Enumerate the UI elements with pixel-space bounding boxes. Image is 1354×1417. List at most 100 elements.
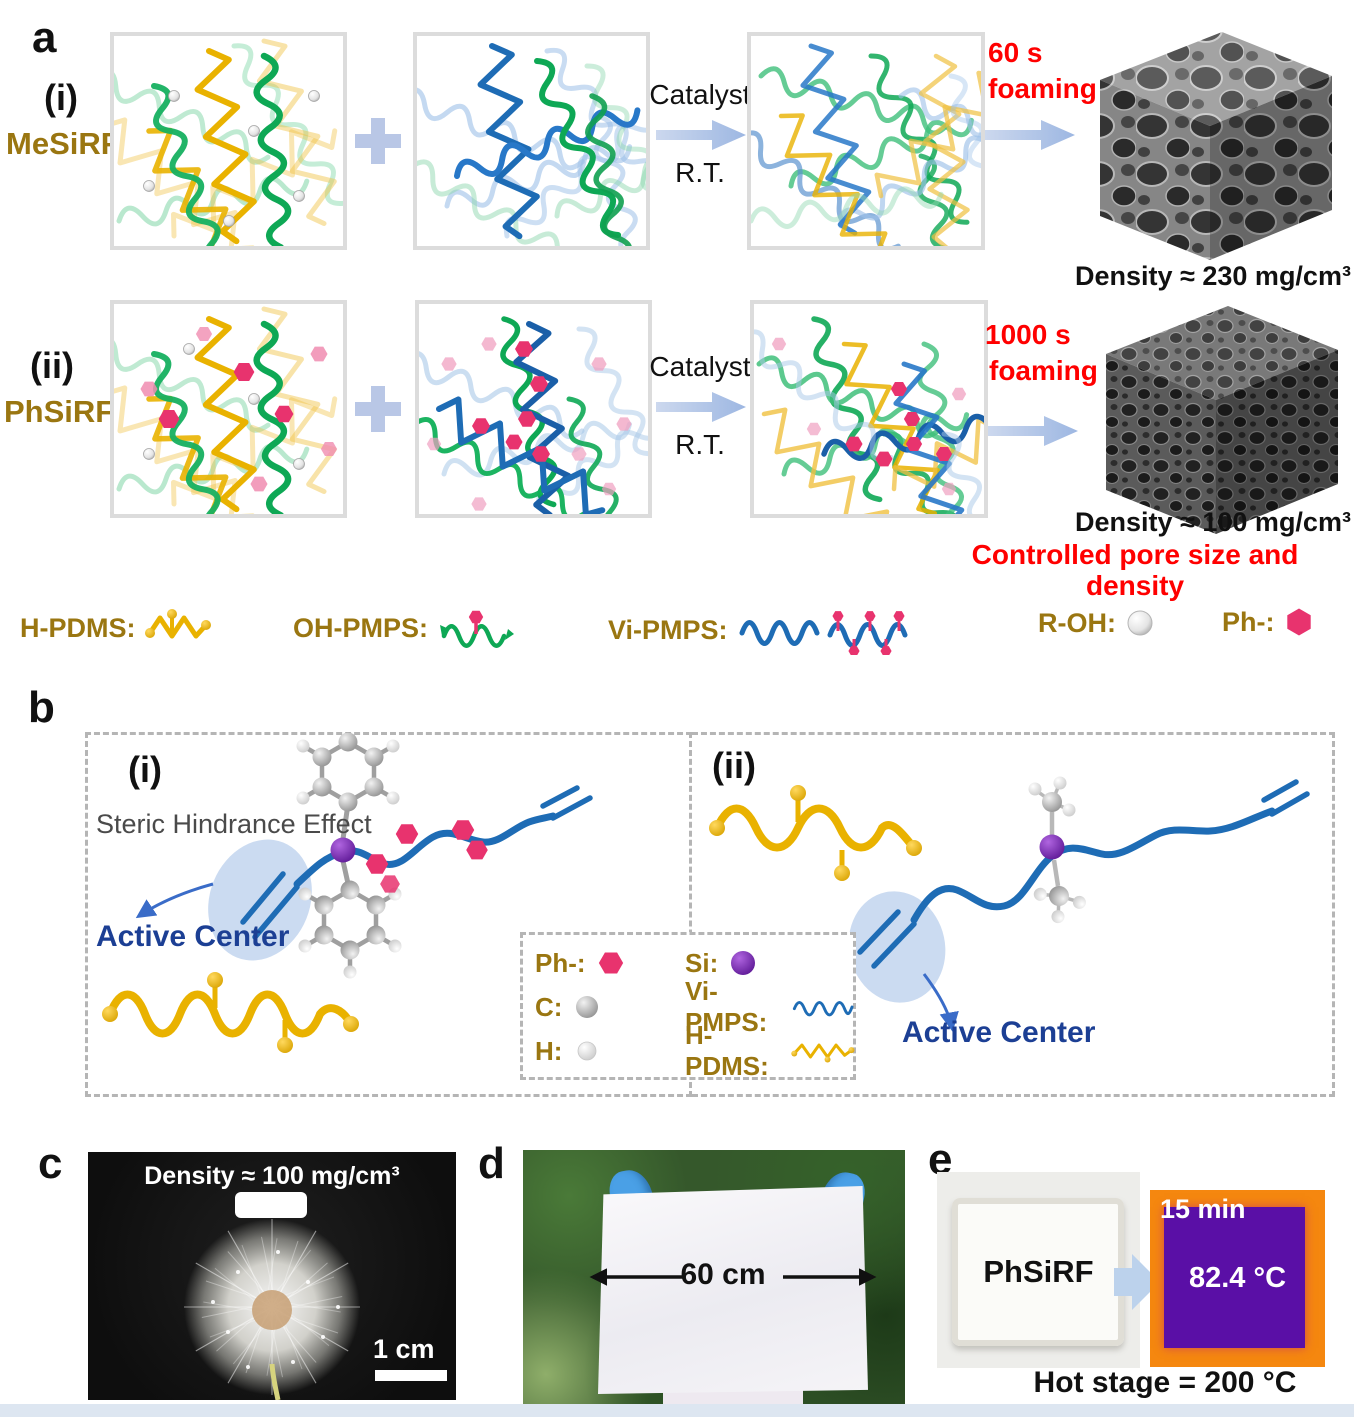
legend-oh-pmps-label: OH-PMPS: bbox=[293, 612, 428, 643]
yellow-zigzag-icon bbox=[791, 1043, 855, 1063]
transform-arrow bbox=[1114, 1254, 1160, 1310]
panel-c-density-label: Density ≈ 100 mg/cm³ bbox=[144, 1162, 400, 1190]
dandelion-graphic bbox=[180, 1215, 364, 1400]
polymer-mixture-i-1 bbox=[114, 36, 343, 246]
panel-b-i-index: (i) bbox=[128, 749, 162, 790]
sample-name-label: PhSiRF bbox=[983, 1254, 1094, 1289]
dandelion-stem bbox=[269, 1363, 281, 1400]
catalyst-label-ii: Catalyst bbox=[649, 351, 751, 382]
thermal-temperature-label: 82.4 °C bbox=[1188, 1262, 1287, 1294]
silicon-atom bbox=[330, 837, 356, 863]
gray-sphere-icon bbox=[576, 996, 599, 1018]
mixture-box-i-3 bbox=[747, 32, 985, 250]
active-center-highlight bbox=[848, 891, 946, 1003]
legend-vi-pmps: Vi-PMPS: bbox=[608, 605, 914, 655]
legend-h-pdms-cell: H-PDMS: bbox=[685, 1020, 855, 1081]
purple-sphere-icon bbox=[731, 951, 756, 975]
legend-c-cell: C: bbox=[535, 985, 685, 1029]
width-arrow bbox=[589, 1268, 877, 1286]
foaming-time-ii: 1000 s bbox=[985, 319, 1071, 350]
phenyl-ring-bottom bbox=[299, 881, 402, 979]
controlled-pore-note: Controlled pore size and density bbox=[971, 539, 1299, 601]
panel-b-label: b bbox=[28, 683, 55, 732]
panel-b-sub-i-box bbox=[85, 732, 692, 1097]
thermal-image: 15 min 82.4 °C bbox=[1150, 1190, 1325, 1367]
panel-b-legend-box: Ph-: Si: C: Vi-PMPS: H: H-PDMS: bbox=[520, 932, 856, 1081]
legend-r-oh-label: R-OH: bbox=[1038, 607, 1116, 638]
active-center-label-ii: Active Center bbox=[902, 1016, 1096, 1049]
polymer-network-ii bbox=[754, 304, 984, 514]
vi-pmps-chain bbox=[910, 807, 1276, 924]
legend-ph-label: Ph-: bbox=[1222, 606, 1275, 637]
legend-ph-cell: Ph-: bbox=[535, 941, 685, 985]
row-i-index: (i) bbox=[44, 77, 78, 118]
steric-hindrance-label: Steric Hindrance Effect bbox=[96, 809, 372, 839]
foam-block bbox=[952, 1198, 1124, 1346]
legend-si-label: Si: bbox=[685, 947, 719, 978]
white-sphere-icon bbox=[578, 1041, 597, 1061]
thermal-foam-region bbox=[1164, 1207, 1305, 1348]
polymer-mixture-i-2 bbox=[417, 36, 646, 246]
legend-h-pdms-label: H-PDMS: bbox=[685, 1020, 769, 1081]
mixture-box-i-2 bbox=[413, 32, 650, 250]
legend-h-label: H: bbox=[535, 1035, 563, 1066]
reaction-arrow-i bbox=[656, 120, 746, 150]
h-pdms-chain bbox=[709, 785, 922, 881]
pink-hexagon-icon bbox=[1287, 608, 1312, 636]
pink-hexagon-icon bbox=[598, 952, 623, 974]
foaming-arrow-ii bbox=[988, 416, 1078, 446]
panel-d-label: d bbox=[478, 1139, 505, 1188]
width-label: 60 cm bbox=[680, 1258, 766, 1291]
polymer-mixture-ii-2 bbox=[419, 304, 648, 514]
steric-hindrance-graphic bbox=[102, 732, 593, 1053]
green-wave-chain-icon bbox=[440, 610, 514, 648]
thermal-time-label: 15 min bbox=[1160, 1194, 1246, 1224]
legend-h-pdms-label: H-PDMS: bbox=[20, 612, 136, 643]
polymer-network-i bbox=[751, 36, 981, 246]
active-center-label-i: Active Center bbox=[96, 920, 290, 953]
condition-label-ii: R.T. bbox=[675, 429, 725, 460]
legend-c-label: C: bbox=[535, 991, 563, 1022]
scale-bar bbox=[375, 1370, 447, 1381]
mixture-box-ii-1 bbox=[110, 300, 347, 518]
row-ii-name: PhSiRF bbox=[4, 394, 115, 429]
foam-sheet bbox=[598, 1186, 868, 1394]
foam-sheet-photo: 60 cm bbox=[523, 1150, 905, 1405]
blue-wave-icon bbox=[793, 1001, 854, 1017]
dandelion-photo: Density ≈ 100 mg/cm³ 1 cm bbox=[88, 1152, 456, 1400]
foam-sample-on-dandelion bbox=[235, 1192, 307, 1218]
phenyl-ring-top bbox=[297, 732, 400, 812]
mixture-box-ii-3 bbox=[750, 300, 988, 518]
active-center-arrow bbox=[922, 973, 959, 1032]
legend-oh-pmps: OH-PMPS: bbox=[293, 605, 516, 651]
panel-b-ii-index: (ii) bbox=[712, 745, 756, 786]
legend-ph-label: Ph-: bbox=[535, 947, 586, 978]
condition-label-i: R.T. bbox=[675, 157, 725, 188]
polymer-mixture-ii-1 bbox=[114, 304, 343, 514]
hot-stage-label: Hot stage = 200 °C bbox=[1033, 1366, 1297, 1399]
panel-a-label: a bbox=[32, 13, 57, 62]
blue-wave-chains-icon bbox=[739, 611, 908, 655]
legend-vi-pmps-label: Vi-PMPS: bbox=[608, 614, 728, 645]
mixture-box-ii-2 bbox=[415, 300, 652, 518]
legend-r-oh: R-OH: bbox=[1038, 605, 1156, 641]
panel-c-label: c bbox=[38, 1139, 63, 1188]
foaming-arrow-i bbox=[985, 120, 1075, 150]
methyl-group-top bbox=[1026, 774, 1078, 819]
foaming-time-i: 60 s bbox=[988, 37, 1043, 68]
reaction-arrow-ii bbox=[656, 392, 746, 422]
panel-b-sub-ii-box bbox=[692, 732, 1335, 1097]
foaming-word-i: foaming bbox=[988, 73, 1097, 104]
plus-icon bbox=[355, 118, 401, 164]
density-label-i: Density ≈ 230 mg/cm³ bbox=[1075, 261, 1351, 291]
legend-h-pdms: H-PDMS: bbox=[20, 605, 214, 651]
methyl-group-bottom bbox=[1030, 872, 1092, 930]
scale-bar-label: 1 cm bbox=[373, 1334, 435, 1364]
legend-vi-pmps-cell: Vi-PMPS: bbox=[685, 976, 855, 1037]
legend-vi-pmps-label: Vi-PMPS: bbox=[685, 976, 768, 1037]
legend-ph: Ph-: bbox=[1222, 605, 1316, 639]
sem-foam-cube-mesirf bbox=[1100, 32, 1332, 260]
silicon-atom bbox=[1039, 834, 1065, 860]
density-label-ii: Density ≈ 100 mg/cm³ bbox=[1075, 507, 1351, 537]
row-ii-index: (ii) bbox=[30, 345, 74, 386]
